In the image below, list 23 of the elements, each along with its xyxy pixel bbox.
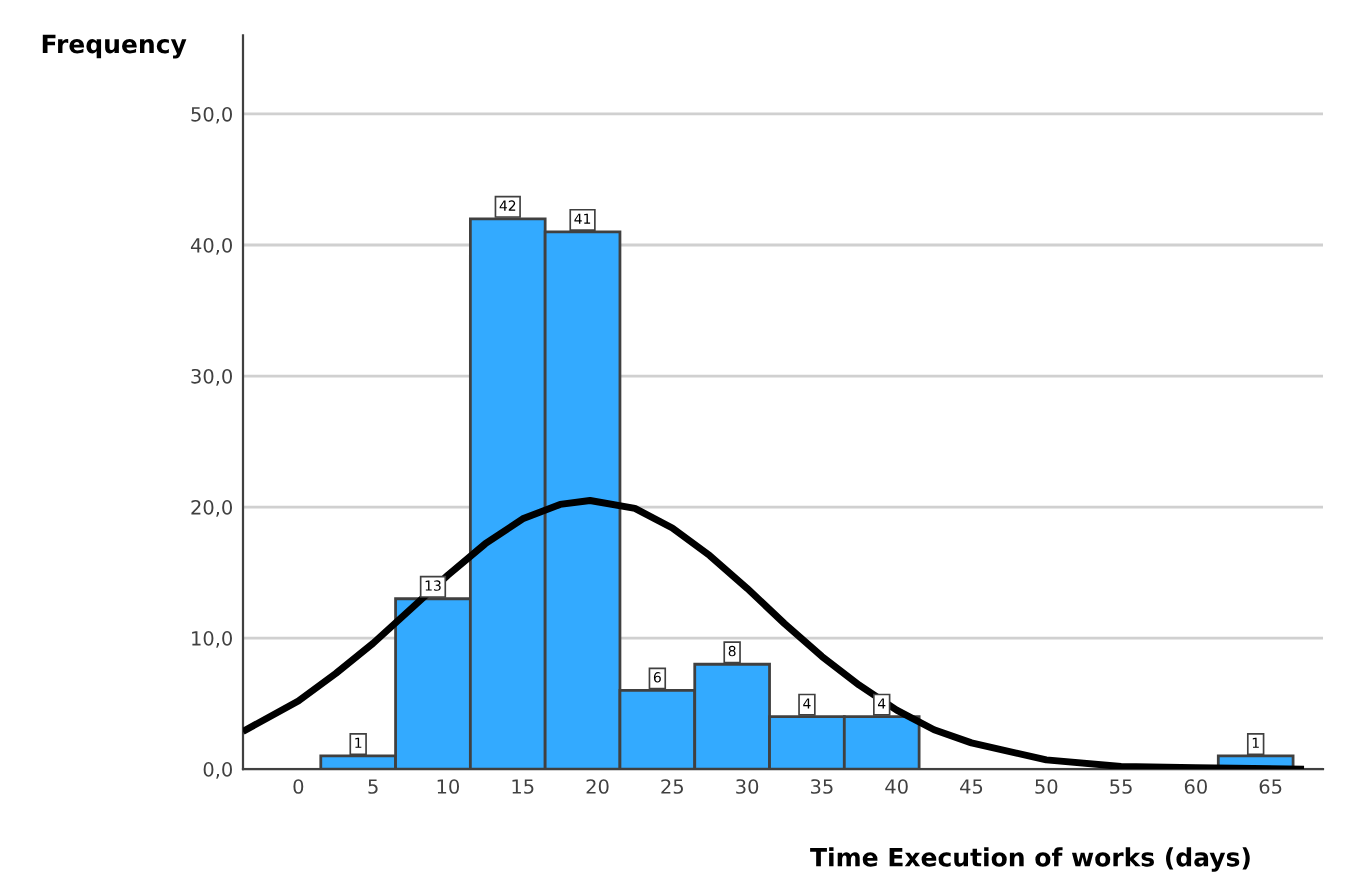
x-tick-label: 45	[960, 779, 983, 794]
y-axis-title: Frequency	[42, 34, 187, 59]
x-tick-label: 25	[661, 779, 683, 794]
x-tick-label: 65	[1259, 779, 1282, 794]
x-tick-label: 15	[512, 779, 534, 794]
y-tick-label: 20,0	[191, 499, 232, 517]
x-tick-label: 10	[437, 779, 460, 794]
x-tick-label: 40	[885, 779, 908, 794]
x-tick-label: 55	[1110, 779, 1132, 794]
x-tick-label: 0	[293, 779, 304, 794]
x-tick-label: 50	[1035, 779, 1058, 794]
y-tick-label: 0,0	[203, 762, 232, 779]
x-axis-title: Time Execution of works (days)	[810, 847, 1250, 872]
y-tick-label: 30,0	[191, 368, 232, 386]
y-tick-label: 40,0	[190, 237, 232, 255]
x-tick-label: 20	[586, 779, 609, 794]
y-tick-label: 50,0	[191, 106, 232, 124]
x-tick-label: 5	[368, 779, 378, 794]
x-tick-label: 30	[736, 779, 759, 794]
x-tick-label: 35	[811, 779, 833, 794]
line-series	[243, 497, 1305, 770]
y-tick-label: 10,0	[192, 631, 232, 648]
x-tick-label: 60	[1184, 779, 1207, 794]
